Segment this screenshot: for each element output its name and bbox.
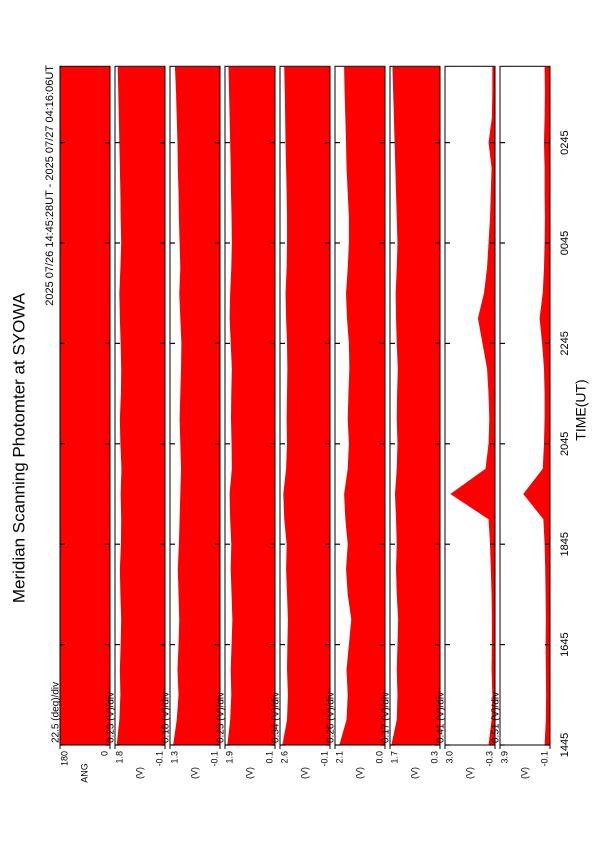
scale-label: 0.26 (V)/div [326,692,337,743]
y-tick-label: -0.1 [209,751,219,767]
y-axis-label: (V) [134,767,144,779]
panel-frame [389,65,441,746]
y-tick-label: 0 [99,751,109,756]
x-tick-label: 0245 [559,130,571,154]
y-axis-label: (V) [299,767,309,779]
y-axis-label: ANG [79,763,89,783]
panel-frame [114,65,166,746]
rotated-plot: Meridian Scanning Photomter at SYOWA 202… [9,65,588,783]
signal-area [339,66,386,746]
scale-label: 0.23 (V)/div [216,692,227,743]
y-tick-label: 1.8 [114,751,124,764]
x-tick-label: 1845 [559,532,571,556]
scale-label: 0.51 (V)/div [491,692,502,743]
scale-label: 0.23 (V)/div [106,692,117,743]
y-tick-label: -0.1 [319,751,329,767]
scale-label: 0.34 (V)/div [271,692,282,743]
x-tick-label: 1645 [559,632,571,656]
signal-area [282,66,331,746]
signal-area [173,66,221,746]
x-tick-label: 2245 [559,331,571,355]
y-tick-label: -0.1 [154,751,164,767]
y-tick-label: 2.1 [334,751,344,764]
x-axis-label: TIME(UT) [573,379,589,440]
y-axis-label: (V) [189,767,199,779]
y-tick-label: 180 [59,751,69,766]
y-tick-label: 3.0 [444,751,454,764]
y-tick-label: 1.7 [389,751,399,764]
signal-area [227,66,276,746]
scale-label: 22.5 (deg)/div [51,682,62,743]
signal-area [391,66,441,746]
panel-frame [59,65,111,746]
keogram-image [60,66,110,745]
y-axis-label: (V) [519,767,529,779]
y-tick-label: 2.6 [279,751,289,764]
y-tick-label: -0.1 [539,751,549,767]
panel-frame [279,65,331,746]
y-tick-label: 1.9 [224,751,234,764]
y-tick-label: 0.1 [264,751,274,764]
x-tick-label: 2045 [559,432,571,456]
x-tick-label: 1445 [559,733,571,757]
y-axis-label: (V) [244,767,254,779]
panel-frame [224,65,276,746]
y-tick-label: -0.3 [484,751,494,767]
y-tick-label: 3.9 [499,751,509,764]
chart-title: Meridian Scanning Photomter at SYOWA [9,292,28,603]
y-axis-label: (V) [464,767,474,779]
scale-label: 0.17 (V)/div [381,692,392,743]
scale-label: 0.41 (V)/div [436,692,447,743]
x-tick-label: 0045 [559,231,571,255]
scale-label: 0.18 (V)/div [161,692,172,743]
y-axis-label: (V) [354,767,364,779]
signal-area [116,66,166,746]
panel-frame [444,65,496,746]
y-tick-label: 0.3 [429,751,439,764]
y-axis-label: (V) [409,767,419,779]
chart-subtitle: 2025 07/26 14:45:28UT - 2025 07/27 04:16… [44,65,56,306]
y-tick-label: 0.0 [374,751,384,764]
y-tick-label: 1.3 [169,751,179,764]
panel-frame [334,65,386,746]
panel-frame [499,65,551,746]
panel-frame [169,65,221,746]
